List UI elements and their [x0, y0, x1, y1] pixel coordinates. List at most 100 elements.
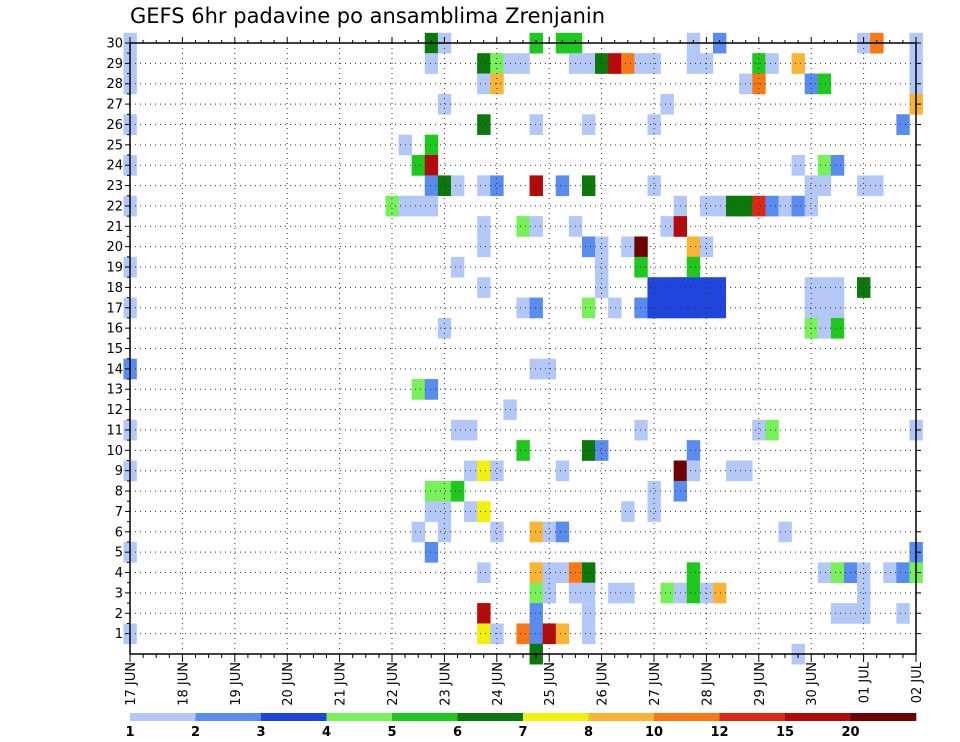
- colorbar-swatch: [195, 713, 262, 721]
- heatmap-cell: [634, 53, 648, 74]
- heatmap-cell: [608, 297, 622, 319]
- heatmap-cell: [817, 155, 832, 176]
- colorbar-swatch: [392, 713, 458, 721]
- heatmap-cell: [411, 379, 426, 400]
- heatmap-cell: [516, 297, 530, 319]
- heatmap-cell: [385, 195, 399, 217]
- x-tick-label: 22 JUN: [386, 662, 401, 706]
- heatmap-cell: [581, 623, 596, 645]
- heatmap-cell: [595, 256, 609, 278]
- heatmap-cell: [621, 53, 635, 74]
- heatmap-cell: [477, 277, 491, 298]
- colorbar-label: 15: [776, 725, 794, 740]
- heatmap-cell: [896, 603, 910, 624]
- y-tick-label: 6: [115, 525, 123, 540]
- heatmap-cell: [699, 195, 714, 217]
- heatmap-cell: [581, 53, 596, 74]
- y-tick-label: 5: [115, 546, 123, 561]
- heatmap-cell: [477, 603, 491, 624]
- y-tick-label: 17: [106, 301, 123, 316]
- colorbar-label: 6: [453, 725, 462, 740]
- heatmap-cell: [817, 317, 832, 339]
- y-tick-label: 26: [106, 118, 123, 133]
- x-tick-label: 30 JUN: [805, 662, 820, 706]
- y-tick-label: 7: [115, 505, 123, 520]
- heatmap-cell: [529, 603, 543, 624]
- y-tick-label: 21: [106, 220, 123, 235]
- heatmap-cell: [424, 195, 439, 217]
- heatmap-cell: [581, 562, 596, 584]
- heatmap-cell: [477, 236, 491, 258]
- y-tick-label: 22: [106, 199, 123, 214]
- heatmap-cell: [555, 175, 570, 197]
- colorbar-label: 2: [191, 725, 200, 740]
- heatmap-cell: [529, 623, 543, 645]
- heatmap-cell: [542, 358, 557, 380]
- y-tick-label: 14: [106, 362, 123, 377]
- y-tick-label: 9: [115, 464, 123, 479]
- heatmap-cell: [830, 603, 845, 624]
- heatmap-cell: [791, 155, 805, 176]
- colorbar-swatch: [457, 713, 524, 721]
- heatmap-cell: [608, 582, 622, 604]
- heatmap-cell: [450, 419, 465, 441]
- heatmap-block: [647, 297, 727, 319]
- heatmap-cell: [437, 501, 452, 522]
- heatmap-cell: [765, 53, 779, 74]
- colorbar-label: 3: [256, 725, 265, 740]
- heatmap-cell: [477, 460, 491, 482]
- heatmap-cell: [477, 216, 491, 237]
- heatmap-cell: [542, 521, 557, 543]
- heatmap-cell: [804, 297, 819, 319]
- heatmap-cell: [581, 603, 596, 624]
- heatmap-cell: [450, 256, 465, 278]
- heatmap-cell: [896, 562, 910, 584]
- heatmap-cell: [581, 440, 596, 461]
- colorbar-label: 1: [125, 725, 134, 740]
- heatmap-cell: [529, 297, 543, 319]
- heatmap-cell: [765, 419, 779, 441]
- heatmap-cell: [581, 236, 596, 258]
- heatmap-cell: [621, 501, 635, 522]
- heatmap-cell: [686, 236, 701, 258]
- y-tick-label: 1: [115, 627, 123, 642]
- heatmap-cell: [542, 562, 557, 584]
- heatmap-cell: [477, 73, 491, 95]
- heatmap-cell: [581, 114, 596, 135]
- colorbar-swatch: [785, 713, 851, 721]
- heatmap-cell: [712, 582, 727, 604]
- y-tick-label: 27: [106, 98, 123, 113]
- y-tick-label: 10: [106, 444, 123, 459]
- colorbar-swatch: [654, 713, 720, 721]
- y-tick-label: 12: [106, 403, 123, 418]
- colorbar-swatch: [523, 713, 589, 721]
- heatmap-cell: [857, 277, 871, 298]
- heatmap-cell: [791, 195, 805, 217]
- y-tick-label: 24: [106, 159, 123, 174]
- grid: [130, 43, 916, 654]
- x-tick-label: 29 JUN: [753, 662, 768, 706]
- colorbar-label: 20: [841, 725, 859, 740]
- heatmap-cell: [647, 501, 661, 522]
- heatmap-cell: [660, 582, 674, 604]
- heatmap-cell: [817, 175, 832, 197]
- heatmap-cell: [857, 175, 871, 197]
- colorbar-label: 7: [518, 725, 527, 740]
- heatmap-cell: [450, 175, 465, 197]
- heatmap-cell: [634, 297, 648, 319]
- heatmap-cell: [581, 175, 596, 197]
- heatmap-cell: [477, 623, 491, 645]
- colorbar-swatch: [719, 713, 786, 721]
- heatmap-cell: [516, 623, 530, 645]
- heatmap-cell: [686, 256, 701, 278]
- heatmap-cell: [817, 562, 832, 584]
- heatmap-cell: [765, 195, 779, 217]
- x-tick-label: 20 JUN: [281, 662, 296, 706]
- heatmap-cell: [581, 297, 596, 319]
- x-tick-label: 26 JUN: [596, 662, 611, 706]
- heatmap-cell: [437, 521, 452, 543]
- heatmap-cell: [477, 501, 491, 522]
- heatmap-cell: [595, 440, 609, 461]
- heatmap-cell: [791, 53, 805, 74]
- x-tick-label: 27 JUN: [648, 662, 663, 706]
